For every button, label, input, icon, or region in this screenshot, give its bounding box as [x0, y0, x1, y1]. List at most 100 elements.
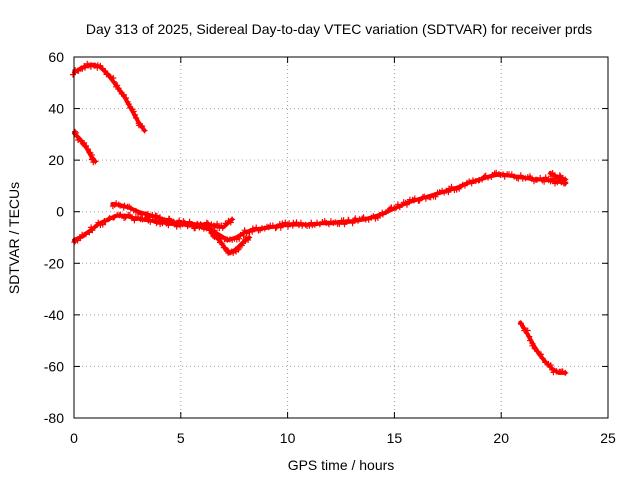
data-point-marker	[92, 158, 99, 165]
data-point-marker	[236, 245, 242, 252]
data-point-marker	[524, 327, 531, 334]
y-tick-label: -20	[44, 255, 64, 271]
data-point-marker	[404, 201, 410, 208]
data-point-marker	[518, 321, 524, 328]
data-point-marker	[214, 220, 221, 227]
series-upper-branch	[109, 200, 236, 232]
data-point-marker	[527, 337, 534, 344]
data-point-marker	[165, 222, 172, 229]
data-point-marker	[177, 220, 183, 227]
data-point-marker	[411, 195, 418, 202]
data-point-marker	[237, 231, 244, 238]
data-point-marker	[75, 137, 82, 143]
data-point-marker	[74, 133, 81, 140]
y-tick-label: -60	[44, 358, 64, 374]
data-point-marker	[132, 111, 138, 118]
data-point-marker	[227, 219, 234, 226]
y-tick-label: 0	[56, 204, 64, 220]
data-point-marker	[89, 155, 96, 162]
data-point-marker	[282, 219, 289, 226]
data-point-marker	[285, 223, 291, 230]
data-point-marker	[114, 82, 121, 89]
data-point-marker	[249, 225, 256, 232]
data-point-marker	[279, 220, 286, 227]
data-point-marker	[82, 231, 89, 238]
data-point-marker	[170, 219, 177, 226]
x-tick-label: 25	[600, 430, 616, 446]
data-point-marker	[153, 220, 160, 227]
data-point-marker	[186, 218, 193, 225]
data-point-marker	[547, 362, 554, 369]
data-point-marker	[345, 217, 352, 224]
data-point-marker	[526, 333, 533, 340]
data-point-marker	[91, 224, 98, 231]
data-point-marker	[550, 369, 557, 376]
data-point-marker	[144, 210, 151, 217]
data-point-marker	[77, 235, 84, 242]
data-point-marker	[422, 195, 429, 202]
data-point-marker	[121, 202, 128, 209]
data-point-marker	[204, 220, 211, 227]
data-point-marker	[166, 216, 173, 223]
data-point-marker	[70, 71, 76, 78]
data-point-marker	[139, 123, 146, 130]
data-point-marker	[83, 143, 89, 149]
data-point-marker	[416, 197, 423, 204]
data-point-marker	[79, 140, 86, 147]
data-point-marker	[122, 214, 129, 221]
data-point-marker	[181, 219, 188, 226]
data-point-marker	[218, 240, 225, 247]
data-point-marker	[336, 221, 343, 228]
x-axis-label: GPS time / hours	[288, 457, 395, 473]
data-point-marker	[107, 73, 114, 80]
x-tick-label: 10	[280, 430, 296, 446]
x-tick-label: 0	[70, 430, 78, 446]
y-axis-label: SDTVAR / TECUs	[6, 182, 22, 294]
data-point-marker	[120, 91, 127, 98]
x-tick-label: 15	[387, 430, 403, 446]
data-point-marker	[110, 78, 117, 85]
chart-title: Day 313 of 2025, Sidereal Day-to-day VTE…	[86, 21, 592, 37]
data-point-marker	[531, 345, 538, 352]
data-point-marker	[153, 212, 160, 219]
data-point-marker	[468, 180, 475, 187]
data-point-marker	[556, 172, 563, 179]
data-point-marker	[562, 176, 569, 183]
series-line	[72, 172, 568, 243]
data-point-marker	[241, 227, 248, 234]
data-point-marker	[562, 369, 569, 376]
x-tick-label: 5	[177, 430, 185, 446]
data-series	[70, 60, 569, 376]
series-end-hook	[547, 170, 569, 183]
data-point-marker	[158, 217, 165, 224]
data-point-marker	[82, 64, 88, 71]
data-point-marker	[72, 128, 78, 135]
data-point-marker	[341, 221, 348, 228]
data-point-marker	[141, 127, 148, 134]
data-point-marker	[396, 204, 403, 211]
data-point-marker	[534, 176, 540, 183]
data-point-marker	[277, 224, 284, 231]
y-tick-label: 20	[48, 152, 64, 168]
data-point-marker	[269, 222, 276, 229]
data-point-marker	[222, 244, 229, 251]
data-point-marker	[99, 221, 106, 228]
data-point-marker	[493, 169, 500, 176]
data-point-marker	[133, 115, 140, 121]
data-point-marker	[176, 217, 183, 224]
data-point-marker	[542, 174, 549, 181]
y-tick-label: -80	[44, 410, 64, 426]
data-point-marker	[85, 146, 92, 153]
data-point-marker	[253, 224, 260, 231]
y-tick-label: -40	[44, 307, 64, 323]
series-top-left-arc	[70, 60, 148, 134]
series-lower-dip	[208, 230, 253, 256]
data-point-marker	[470, 177, 476, 184]
data-point-marker	[539, 355, 546, 362]
data-point-marker	[105, 215, 112, 222]
data-point-marker	[229, 216, 236, 223]
data-point-marker	[527, 174, 534, 181]
data-point-marker	[517, 172, 524, 179]
plot-frame	[73, 56, 609, 419]
data-point-marker	[239, 240, 246, 247]
